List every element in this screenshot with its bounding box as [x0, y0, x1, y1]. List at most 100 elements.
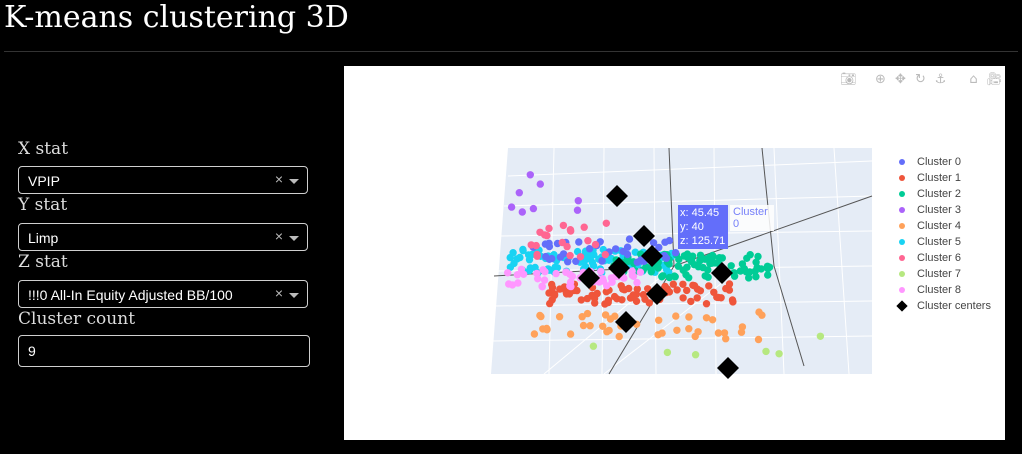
scatter-point[interactable]: [559, 221, 568, 230]
reset-last-save-icon[interactable]: 🎥︎: [986, 72, 1003, 87]
scatter-point[interactable]: [545, 224, 553, 233]
scatter-point[interactable]: [696, 287, 705, 295]
scatter-point[interactable]: [757, 265, 765, 273]
cluster-centers[interactable]: [578, 185, 739, 379]
scatter-point[interactable]: [526, 171, 534, 179]
scatter-point[interactable]: [713, 293, 721, 301]
scatter-point[interactable]: [504, 269, 512, 277]
scatter-point[interactable]: [558, 238, 566, 247]
scatter-point[interactable]: [636, 268, 645, 276]
scatter-point[interactable]: [589, 262, 598, 270]
scatter-point[interactable]: [722, 335, 730, 343]
scatter-point[interactable]: [517, 265, 526, 273]
scatter-point[interactable]: [673, 326, 681, 334]
scatter-point[interactable]: [564, 258, 572, 266]
scatter-point[interactable]: [562, 290, 571, 298]
scatter-point[interactable]: [618, 296, 626, 304]
scatter-point[interactable]: [746, 251, 754, 259]
scatter-point[interactable]: [585, 245, 594, 253]
scatter-point[interactable]: [714, 329, 723, 337]
scatter-point[interactable]: [527, 241, 535, 249]
scatter-point[interactable]: [623, 250, 632, 259]
scatter-point[interactable]: [737, 328, 746, 336]
scatter-point[interactable]: [694, 263, 703, 271]
cluster-count-input[interactable]: [18, 335, 310, 367]
scatter-point[interactable]: [513, 271, 522, 279]
scatter-point[interactable]: [625, 235, 634, 243]
scatter-point[interactable]: [548, 280, 556, 289]
scatter-point[interactable]: [673, 286, 681, 294]
scatter-point[interactable]: [589, 342, 598, 350]
scatter-point[interactable]: [575, 238, 583, 246]
scatter-point[interactable]: [598, 257, 606, 265]
scatter-point[interactable]: [566, 330, 575, 338]
scatter-point[interactable]: [685, 325, 693, 333]
cluster-center-marker[interactable]: [615, 311, 637, 333]
scatter-point[interactable]: [628, 271, 636, 279]
scatter-point[interactable]: [533, 252, 541, 260]
scatter-point[interactable]: [740, 265, 748, 273]
scatter-point[interactable]: [752, 258, 760, 266]
scatter-point[interactable]: [626, 294, 635, 302]
scatter-point[interactable]: [746, 268, 754, 276]
scatter-point[interactable]: [754, 252, 762, 261]
scatter-point[interactable]: [591, 240, 600, 249]
reset-camera-icon[interactable]: ⌂: [969, 72, 978, 87]
scatter-point[interactable]: [539, 266, 547, 274]
scatter-point[interactable]: [658, 329, 666, 337]
legend-item[interactable]: Cluster 3: [896, 202, 991, 218]
scatter-3d-scene[interactable]: [344, 66, 1005, 440]
scatter-point[interactable]: [672, 312, 680, 320]
turntable-rotation-icon[interactable]: ⚓︎: [934, 72, 947, 87]
scatter-point[interactable]: [660, 251, 668, 260]
scatter-point[interactable]: [725, 280, 734, 288]
scatter-point[interactable]: [633, 278, 641, 287]
scatter-point[interactable]: [816, 332, 825, 340]
scatter-point[interactable]: [708, 316, 717, 324]
scatter-point[interactable]: [540, 276, 549, 284]
pan-icon[interactable]: ✥: [895, 72, 906, 87]
scatter-point[interactable]: [584, 237, 592, 245]
scatter-point[interactable]: [545, 289, 553, 297]
scatter-point[interactable]: [702, 300, 711, 308]
scatter-point[interactable]: [577, 296, 585, 304]
legend-item[interactable]: Cluster 2: [896, 186, 991, 202]
scatter-point[interactable]: [755, 308, 763, 316]
scatter-point[interactable]: [633, 285, 641, 293]
scatter-point[interactable]: [727, 262, 735, 270]
scatter-point[interactable]: [612, 245, 620, 253]
scatter-point[interactable]: [671, 249, 680, 257]
z-stat-select[interactable]: !!!0 All-In Equity Adjusted BB/100 ×: [18, 280, 308, 308]
scatter-point[interactable]: [624, 257, 632, 265]
scatter-point[interactable]: [562, 268, 570, 276]
cluster-center-marker[interactable]: [606, 185, 628, 207]
scatter-point[interactable]: [705, 253, 713, 262]
scatter-point[interactable]: [683, 286, 691, 295]
scatter-point[interactable]: [530, 330, 539, 338]
cluster-center-marker[interactable]: [646, 283, 668, 305]
scatter-point[interactable]: [573, 206, 582, 214]
scatter-point[interactable]: [641, 295, 649, 303]
scatter-point[interactable]: [510, 259, 518, 268]
legend-item[interactable]: Cluster centers: [896, 298, 991, 314]
scatter-point[interactable]: [679, 266, 687, 274]
scatter-point[interactable]: [775, 350, 783, 358]
x-stat-chevron-down-icon[interactable]: [289, 179, 299, 184]
scatter-point[interactable]: [690, 282, 699, 290]
scatter-point[interactable]: [683, 250, 692, 258]
scatter-point[interactable]: [605, 256, 613, 264]
scatter-point[interactable]: [518, 208, 526, 216]
scatter-point[interactable]: [669, 280, 677, 288]
scatter-point[interactable]: [533, 269, 541, 278]
scatter-point[interactable]: [685, 313, 693, 321]
scatter-point[interactable]: [764, 271, 772, 279]
scatter-point[interactable]: [679, 294, 687, 302]
scatter-point[interactable]: [599, 322, 607, 330]
scatter-point[interactable]: [597, 267, 605, 276]
scatter-point[interactable]: [508, 281, 517, 289]
scatter-point[interactable]: [752, 273, 760, 281]
scatter-point[interactable]: [687, 297, 695, 306]
scatter-point[interactable]: [542, 252, 550, 261]
scatter-point[interactable]: [655, 316, 663, 324]
x-stat-select[interactable]: VPIP ×: [18, 166, 308, 194]
